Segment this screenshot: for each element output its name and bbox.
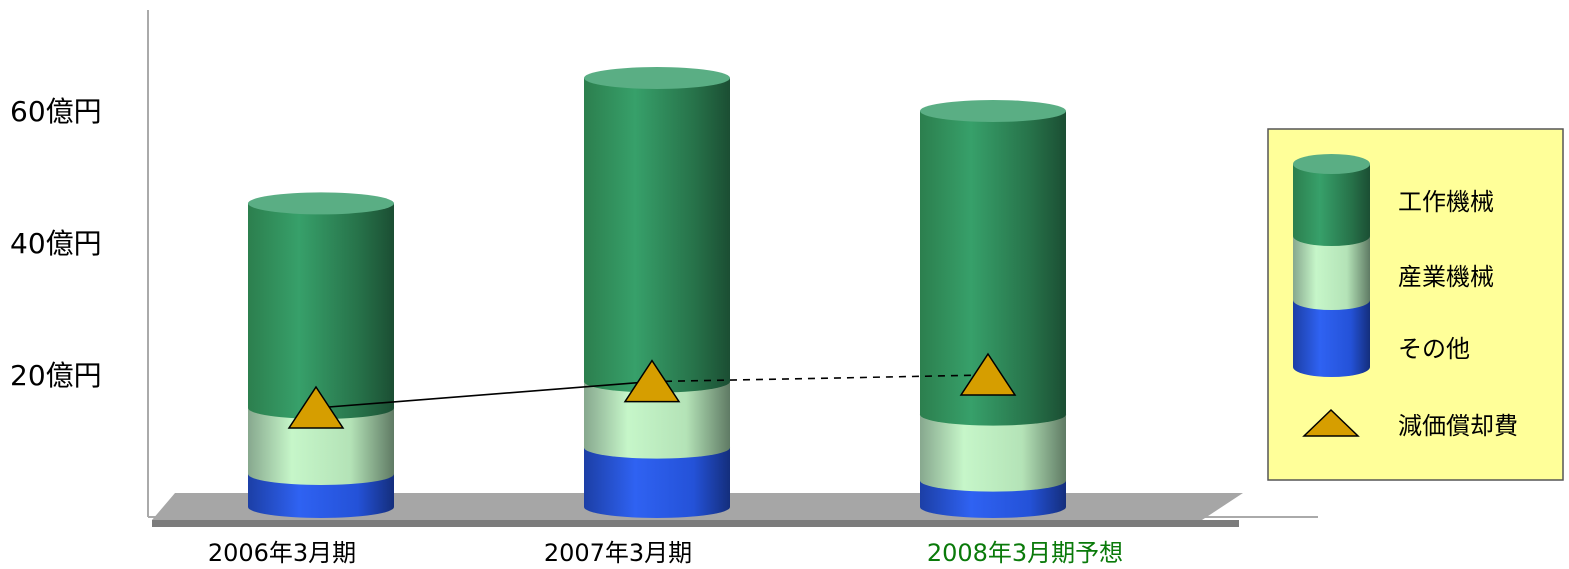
chart-floor-edge: [152, 520, 1239, 527]
stacked-cylinder-bars: [248, 67, 1066, 518]
legend-label-machine-tools: 工作機械: [1398, 188, 1494, 216]
legend-swatch-other-bottom: [1293, 357, 1370, 377]
depreciation-point-triangle: [623, 359, 681, 403]
y-tick-label: 40億円: [10, 227, 102, 260]
x-tick-label: 2007年3月期: [544, 539, 692, 567]
bar-segment-machine-tools: [584, 78, 730, 382]
bar-top-cap: [920, 100, 1066, 122]
depreciation-line-segment: [315, 380, 653, 409]
legend-swatch-other: [1293, 300, 1370, 367]
legend-cylinder-icon: [1293, 154, 1370, 377]
bar-top-cap: [584, 67, 730, 89]
legend-swatch-industrial: [1293, 236, 1370, 300]
legend-swatch-machine-tools-edge: [1293, 226, 1370, 246]
depreciation-point-triangle: [959, 352, 1017, 396]
y-tick-label: 20億円: [10, 359, 102, 392]
y-tick-label: 60億円: [10, 95, 102, 128]
legend-label-industrial-machinery: 産業機械: [1398, 263, 1494, 291]
legend: 工作機械 産業機械 その他 減価償却費: [1267, 128, 1564, 481]
legend-swatch-industrial-edge: [1293, 290, 1370, 310]
bar-segment-machine-tools: [248, 203, 394, 408]
legend-label-other: その他: [1398, 335, 1470, 363]
bar-stack: [920, 100, 1066, 518]
bar-top-cap: [248, 192, 394, 215]
legend-triangle-icon: [1302, 408, 1360, 437]
legend-swatch-machine-tools: [1293, 164, 1370, 236]
legend-swatch-top: [1293, 154, 1370, 174]
depreciation-line-forecast-segment: [651, 374, 989, 383]
y-axis-ticks: 20億円 40億円 60億円: [10, 95, 102, 392]
bar-stack: [584, 67, 730, 518]
bar-stack: [248, 192, 394, 518]
depreciation-line: [287, 352, 1017, 429]
x-axis-ticks: 2006年3月期 2007年3月期 2008年3月期予想: [208, 539, 1123, 567]
x-tick-label: 2006年3月期: [208, 539, 356, 567]
legend-label-depreciation: 減価償却費: [1398, 412, 1518, 440]
depreciation-point-triangle: [287, 385, 345, 429]
x-tick-label: 2008年3月期予想: [927, 539, 1123, 567]
